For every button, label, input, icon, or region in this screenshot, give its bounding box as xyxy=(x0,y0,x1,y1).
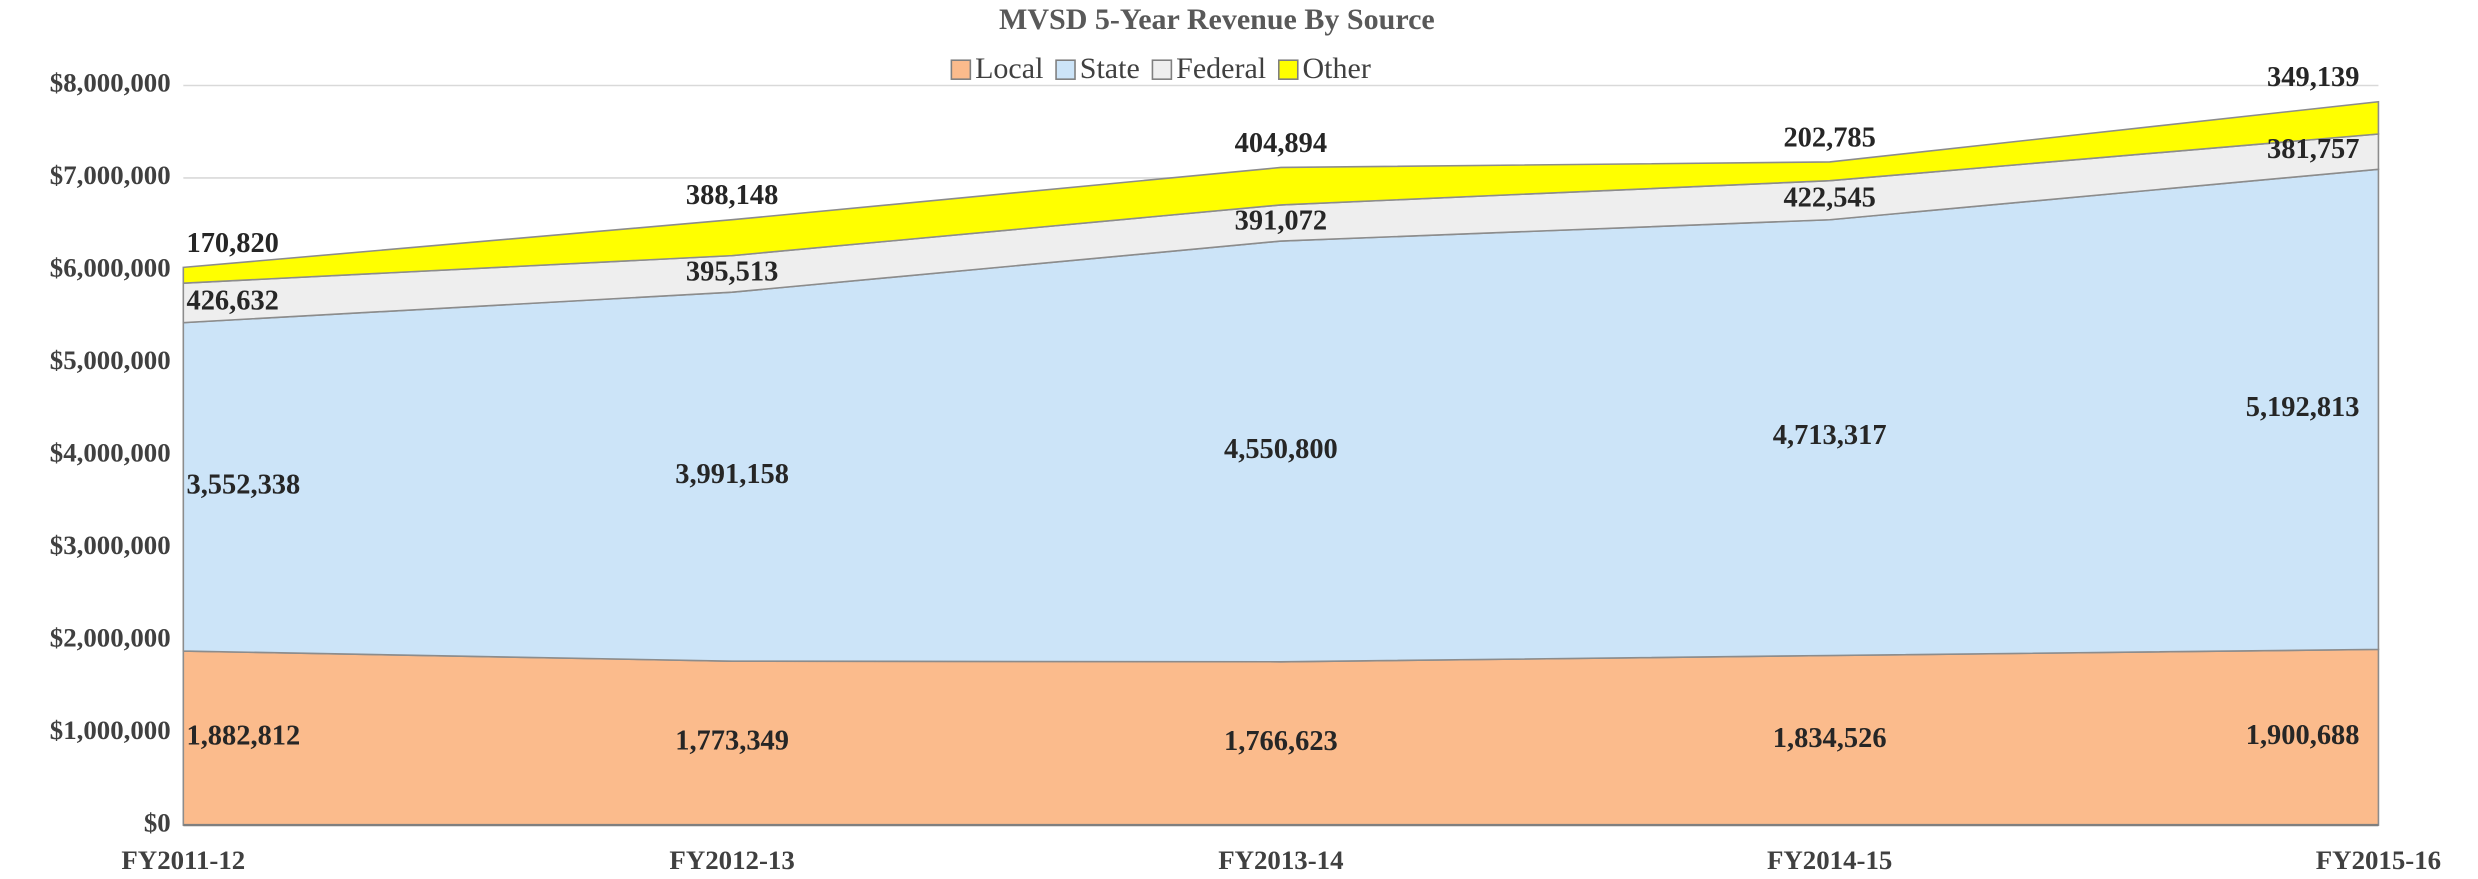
data-label: 4,550,800 xyxy=(1224,434,1338,465)
data-label: 381,757 xyxy=(2267,134,2359,165)
data-label: 3,991,158 xyxy=(675,459,789,490)
data-label: 388,148 xyxy=(686,180,778,211)
data-label: 4,713,317 xyxy=(1773,420,1887,451)
y-tick-label: $8,000,000 xyxy=(50,68,171,98)
x-tick-label: FY2014-15 xyxy=(1767,845,1892,875)
data-label: 1,773,349 xyxy=(675,726,789,757)
data-label: 404,894 xyxy=(1235,128,1327,159)
legend-swatch xyxy=(1055,59,1076,80)
data-label: 1,834,526 xyxy=(1773,723,1887,754)
data-label: 1,900,688 xyxy=(2246,720,2360,751)
y-tick-label: $0 xyxy=(144,807,171,837)
data-label: 3,552,338 xyxy=(186,469,300,500)
data-label: 422,545 xyxy=(1783,183,1875,214)
legend-label: Federal xyxy=(1176,52,1266,85)
data-label: 391,072 xyxy=(1235,206,1327,237)
data-label: 395,513 xyxy=(686,256,778,287)
x-tick-label: FY2013-14 xyxy=(1218,845,1343,875)
data-label: 5,192,813 xyxy=(2246,392,2360,423)
data-label: 426,632 xyxy=(186,285,278,316)
chart-title: MVSD 5-Year Revenue By Source xyxy=(999,3,1435,36)
y-tick-label: $1,000,000 xyxy=(50,715,171,745)
data-label: 1,882,812 xyxy=(186,721,300,752)
x-tick-label: FY2012-13 xyxy=(669,845,794,875)
y-tick-label: $6,000,000 xyxy=(50,253,171,283)
data-label: 1,766,623 xyxy=(1224,726,1338,757)
data-label: 202,785 xyxy=(1783,122,1875,153)
y-tick-label: $2,000,000 xyxy=(50,622,171,652)
area xyxy=(182,100,2380,285)
legend-swatch xyxy=(1151,59,1173,80)
data-label: 170,820 xyxy=(186,228,278,259)
y-tick-label: $5,000,000 xyxy=(50,345,171,375)
legend-label: Local xyxy=(975,52,1043,85)
data-label: 349,139 xyxy=(2267,62,2359,93)
y-tick-label: $3,000,000 xyxy=(50,530,171,560)
x-tick-label: FY2015-16 xyxy=(2316,845,2441,875)
legend-label: Other xyxy=(1302,52,1370,85)
x-tick-label: FY2011-12 xyxy=(121,845,245,875)
y-tick-label: $7,000,000 xyxy=(50,160,171,190)
legend-swatch xyxy=(1278,59,1299,80)
legend-label: State xyxy=(1080,52,1140,85)
legend-swatch xyxy=(950,59,972,80)
y-tick-label: $4,000,000 xyxy=(50,437,171,467)
